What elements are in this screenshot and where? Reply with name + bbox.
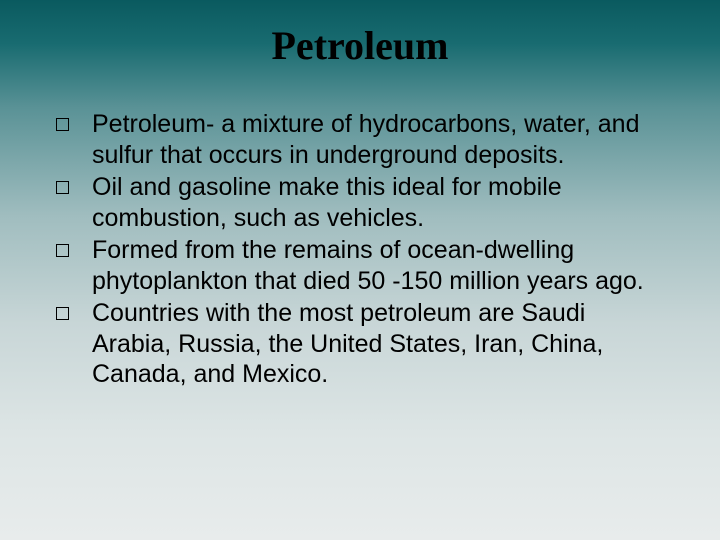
slide-content: Petroleum- a mixture of hydrocarbons, wa… (0, 79, 720, 390)
slide: Petroleum Petroleum- a mixture of hydroc… (0, 0, 720, 540)
list-item: Petroleum- a mixture of hydrocarbons, wa… (50, 109, 670, 170)
list-item: Oil and gasoline make this ideal for mob… (50, 172, 670, 233)
list-item: Countries with the most petroleum are Sa… (50, 298, 670, 390)
bullet-list: Petroleum- a mixture of hydrocarbons, wa… (50, 109, 670, 390)
slide-title: Petroleum (0, 0, 720, 79)
list-item: Formed from the remains of ocean-dwellin… (50, 235, 670, 296)
